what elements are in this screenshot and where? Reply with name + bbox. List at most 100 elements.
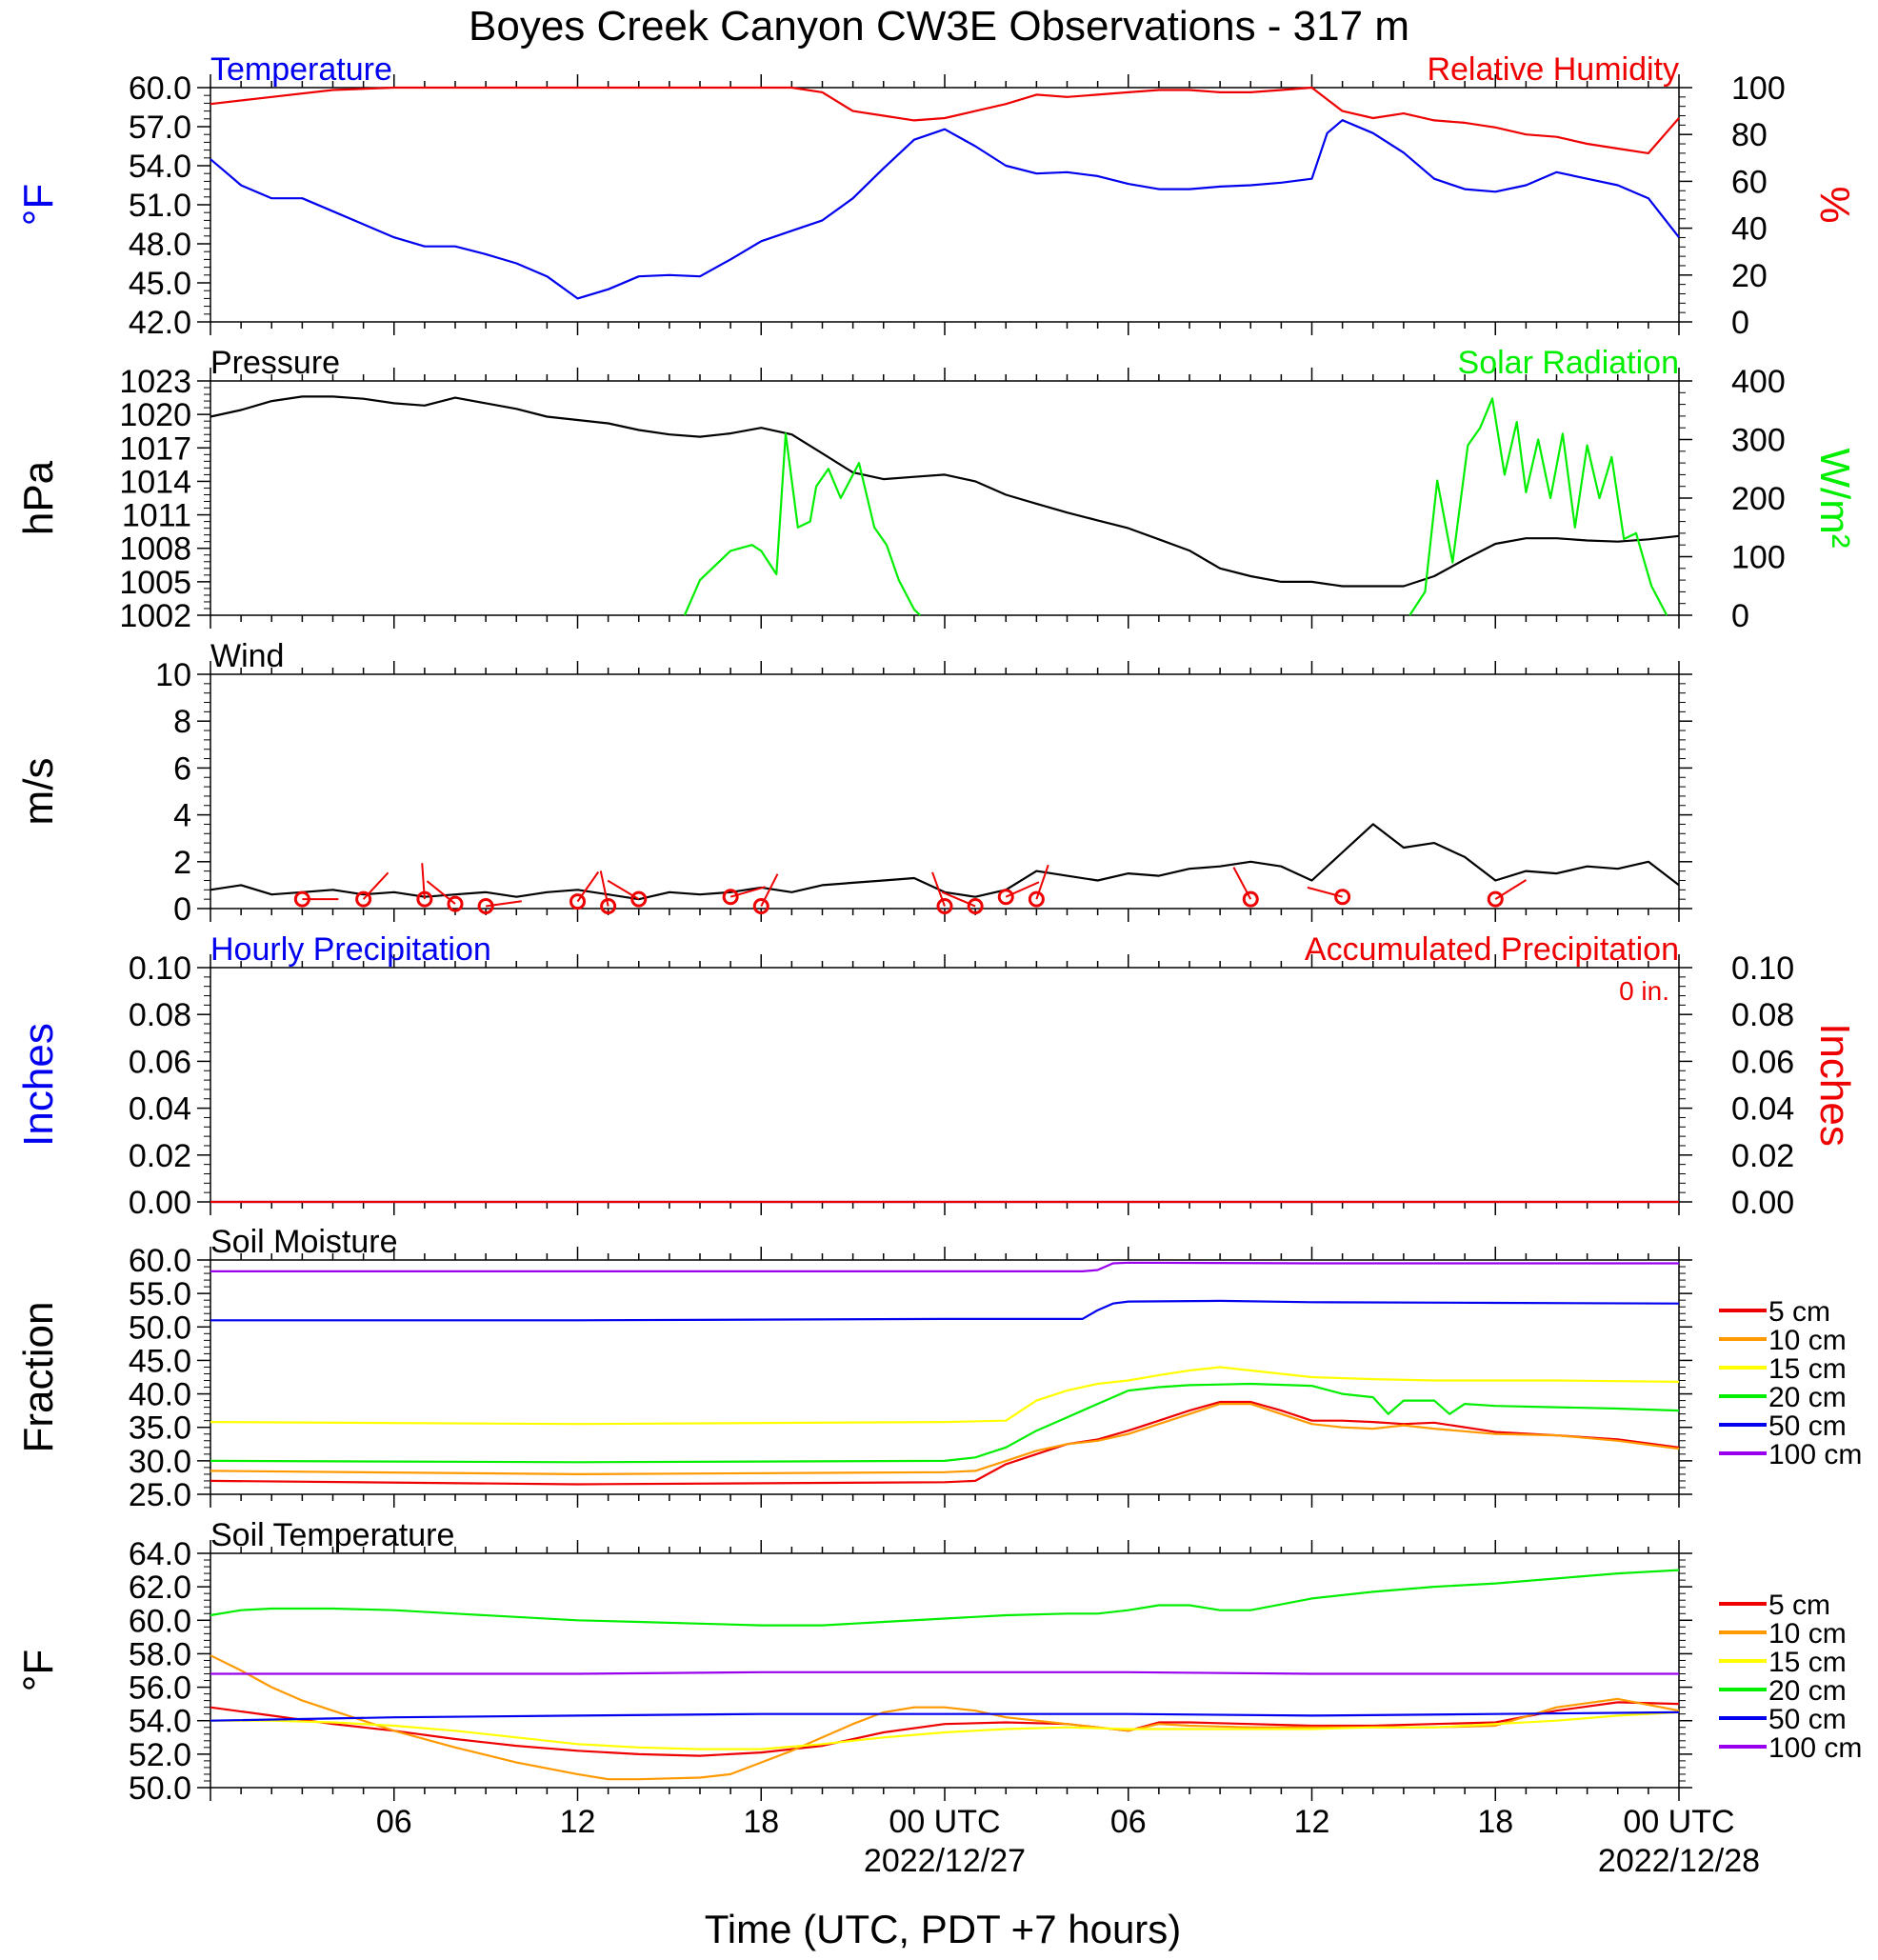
y-tick-label-left: 58.0 — [129, 1636, 191, 1672]
series-line-left — [210, 823, 1680, 901]
y-tick-label-left: 0.02 — [129, 1138, 191, 1174]
y-tick-label-right: 100 — [1731, 70, 1786, 107]
y-tick-label-left: 60.0 — [129, 70, 191, 107]
wind-direction-barb — [1307, 886, 1343, 898]
y-axis-label-left: m/s — [15, 758, 62, 826]
legend-label: 50 cm — [1768, 1704, 1847, 1735]
legend-label: 20 cm — [1768, 1382, 1847, 1413]
y-tick-label-left: 1017 — [119, 430, 191, 467]
y-tick-label-left: 0.08 — [129, 997, 191, 1033]
series-line-10-cm — [210, 1402, 1680, 1476]
y-tick-label-left: 6 — [173, 750, 191, 787]
y-tick-label-left: 57.0 — [129, 110, 191, 146]
y-tick-label-left: 56.0 — [129, 1670, 191, 1707]
y-axis-label-left: °F — [15, 1650, 62, 1691]
panel-title-left: Pressure — [210, 345, 340, 381]
y-tick-label-left: 48.0 — [129, 227, 191, 263]
wind-direction-barb — [1005, 881, 1040, 898]
y-tick-label-left: 45.0 — [129, 1343, 191, 1379]
panel-wind: 10 8 6 4 2 0 Wind m/s — [15, 638, 1692, 928]
y-tick-label-left: 60.0 — [129, 1603, 191, 1639]
panel-precipitation: 0.10 0.08 0.06 0.04 0.02 0.00 0.10 0.08 0.06 0.04… — [15, 931, 1858, 1221]
y-tick-label-right: 40 — [1731, 211, 1768, 248]
y-axis-label-right: % — [1811, 186, 1858, 223]
x-tick-label: 00 UTC — [1623, 1804, 1734, 1840]
y-tick-label-left: 1014 — [119, 464, 191, 500]
y-axis-label-right: W/m² — [1811, 448, 1858, 548]
y-tick-label-right: 20 — [1731, 258, 1768, 294]
y-tick-label-left: 55.0 — [129, 1276, 191, 1312]
series-line-right — [1408, 397, 1668, 616]
wind-vector-marker — [447, 895, 464, 912]
wind-direction-barb — [931, 871, 946, 907]
y-tick-label-left: 1011 — [122, 498, 191, 534]
wind-vector-marker — [997, 889, 1014, 906]
plot-frame — [210, 380, 1680, 616]
y-tick-label-left: 54.0 — [129, 1704, 191, 1740]
legend-label: 5 cm — [1768, 1590, 1830, 1621]
y-tick-label-left: 40.0 — [129, 1377, 191, 1413]
wind-vector-marker — [967, 898, 984, 915]
y-tick-label-right: 0.10 — [1731, 950, 1794, 987]
x-date-label: 2022/12/28 — [1598, 1843, 1760, 1879]
series-line-20-cm — [210, 1569, 1680, 1627]
y-tick-label-right: 60 — [1731, 164, 1768, 200]
y-tick-label-left: 62.0 — [129, 1570, 191, 1606]
legend-label: 10 cm — [1768, 1325, 1847, 1356]
y-tick-label-left: 1005 — [119, 565, 191, 601]
y-tick-label-right: 80 — [1731, 117, 1768, 153]
x-axis-label: Time (UTC, PDT +7 hours) — [705, 1907, 1182, 1951]
series-line-100-cm — [210, 1670, 1679, 1675]
y-tick-label-right: 0.04 — [1731, 1091, 1794, 1128]
x-tick-label: 06 — [1110, 1804, 1147, 1840]
y-tick-label-left: 2 — [173, 845, 191, 881]
series-line-50-cm — [210, 1299, 1680, 1322]
wind-vector-marker — [936, 898, 953, 915]
y-tick-label-left: 45.0 — [129, 266, 191, 302]
x-tick-label: 06 — [376, 1804, 412, 1840]
wind-direction-barb — [599, 870, 609, 907]
chart-title: Boyes Creek Canyon CW3E Observations - 3… — [469, 3, 1409, 50]
panel-soil-moisture: 60.055.050.045.040.035.030.025.0 Soil Moi… — [15, 1224, 1862, 1513]
series-line-left — [210, 119, 1680, 300]
plot-frame — [210, 673, 1680, 910]
legend-label: 50 cm — [1768, 1410, 1847, 1442]
y-tick-label-left: 52.0 — [129, 1737, 191, 1773]
y-tick-label-left: 54.0 — [129, 149, 191, 185]
wind-vector-marker — [600, 898, 617, 915]
y-tick-label-right: 400 — [1731, 364, 1786, 400]
wind-direction-barb — [760, 873, 779, 907]
y-axis-label-left: °F — [15, 184, 62, 226]
y-tick-label-right: 0.02 — [1731, 1138, 1794, 1174]
legend-label: 5 cm — [1768, 1296, 1830, 1328]
y-tick-label-left: 0.00 — [129, 1185, 191, 1221]
y-tick-label-left: 25.0 — [129, 1477, 191, 1513]
plot-frame — [210, 967, 1680, 1203]
accumulated-total: 0 in. — [1619, 976, 1669, 1006]
wind-direction-barb — [1232, 867, 1252, 900]
series-line-20-cm — [210, 1382, 1680, 1464]
x-date-label: 2022/12/27 — [864, 1843, 1026, 1879]
wind-direction-barb — [941, 890, 976, 908]
y-axis-label-left: Fraction — [15, 1302, 62, 1453]
y-tick-label-left: 0 — [173, 891, 191, 928]
legend-label: 15 cm — [1768, 1353, 1847, 1385]
panel-title-left: Hourly Precipitation — [210, 931, 491, 968]
wind-direction-barb — [485, 900, 522, 908]
wind-vector-marker — [1334, 889, 1351, 906]
y-axis-label-left: Inches — [15, 1023, 62, 1147]
y-axis-label-right: Inches — [1811, 1023, 1858, 1147]
legend-label: 100 cm — [1768, 1732, 1862, 1764]
wind-direction-barb — [607, 879, 640, 901]
y-tick-label-left: 30.0 — [129, 1444, 191, 1480]
series-line-right — [683, 432, 922, 616]
x-tick-label: 00 UTC — [889, 1804, 1000, 1840]
wind-direction-barb — [729, 886, 766, 898]
y-tick-label-right: 0 — [1731, 598, 1749, 634]
y-tick-label-left: 35.0 — [129, 1410, 191, 1447]
legend-label: 100 cm — [1768, 1439, 1862, 1470]
plot-frame — [210, 1259, 1680, 1495]
panel-title-left: Soil Moisture — [210, 1224, 398, 1260]
wind-direction-barb — [1494, 879, 1528, 901]
